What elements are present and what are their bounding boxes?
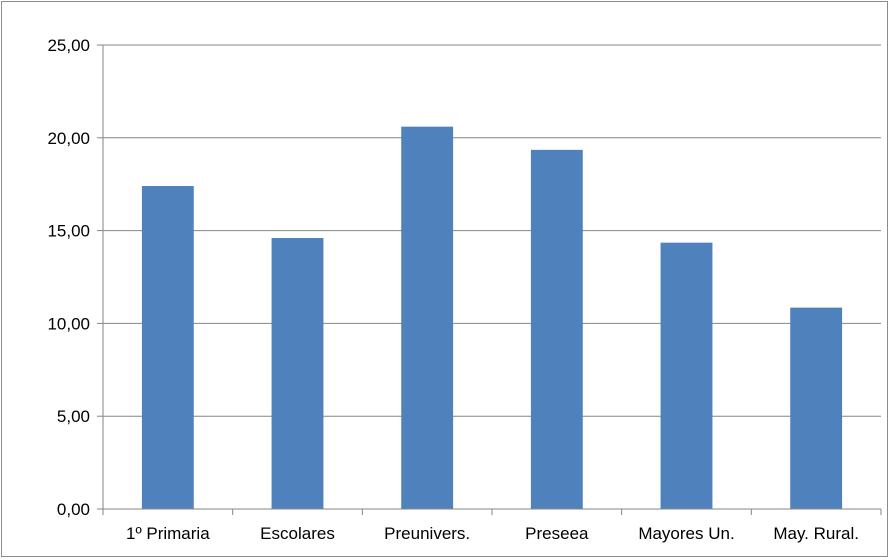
x-tick-label: Escolares bbox=[260, 524, 335, 543]
bar bbox=[141, 186, 194, 509]
y-tick-label: 15,00 bbox=[47, 222, 90, 241]
axes bbox=[97, 44, 882, 515]
y-tick-labels: 0,00 5,00 10,00 15,00 20,00 25,00 bbox=[47, 36, 90, 519]
bar bbox=[530, 149, 583, 509]
y-tick-label: 0,00 bbox=[57, 500, 90, 519]
y-tick-label: 5,00 bbox=[57, 407, 90, 426]
y-tick-label: 10,00 bbox=[47, 314, 90, 333]
bar bbox=[660, 242, 713, 509]
x-tick-label: May. Rural. bbox=[773, 524, 859, 543]
x-tick-label: 1º Primaria bbox=[126, 524, 210, 543]
bars bbox=[141, 126, 843, 510]
gridlines bbox=[103, 44, 881, 417]
x-tick-label: Mayores Un. bbox=[638, 524, 734, 543]
bar bbox=[790, 307, 843, 509]
x-tick-labels: 1º Primaria Escolares Preunivers. Preseea Ma… bbox=[126, 524, 859, 543]
y-tick-label: 20,00 bbox=[47, 129, 90, 148]
y-tick-label: 25,00 bbox=[47, 36, 90, 55]
x-tick-label: Preseea bbox=[525, 524, 589, 543]
bar bbox=[271, 238, 324, 510]
x-tick-label: Preunivers. bbox=[384, 524, 470, 543]
bar bbox=[401, 126, 454, 509]
